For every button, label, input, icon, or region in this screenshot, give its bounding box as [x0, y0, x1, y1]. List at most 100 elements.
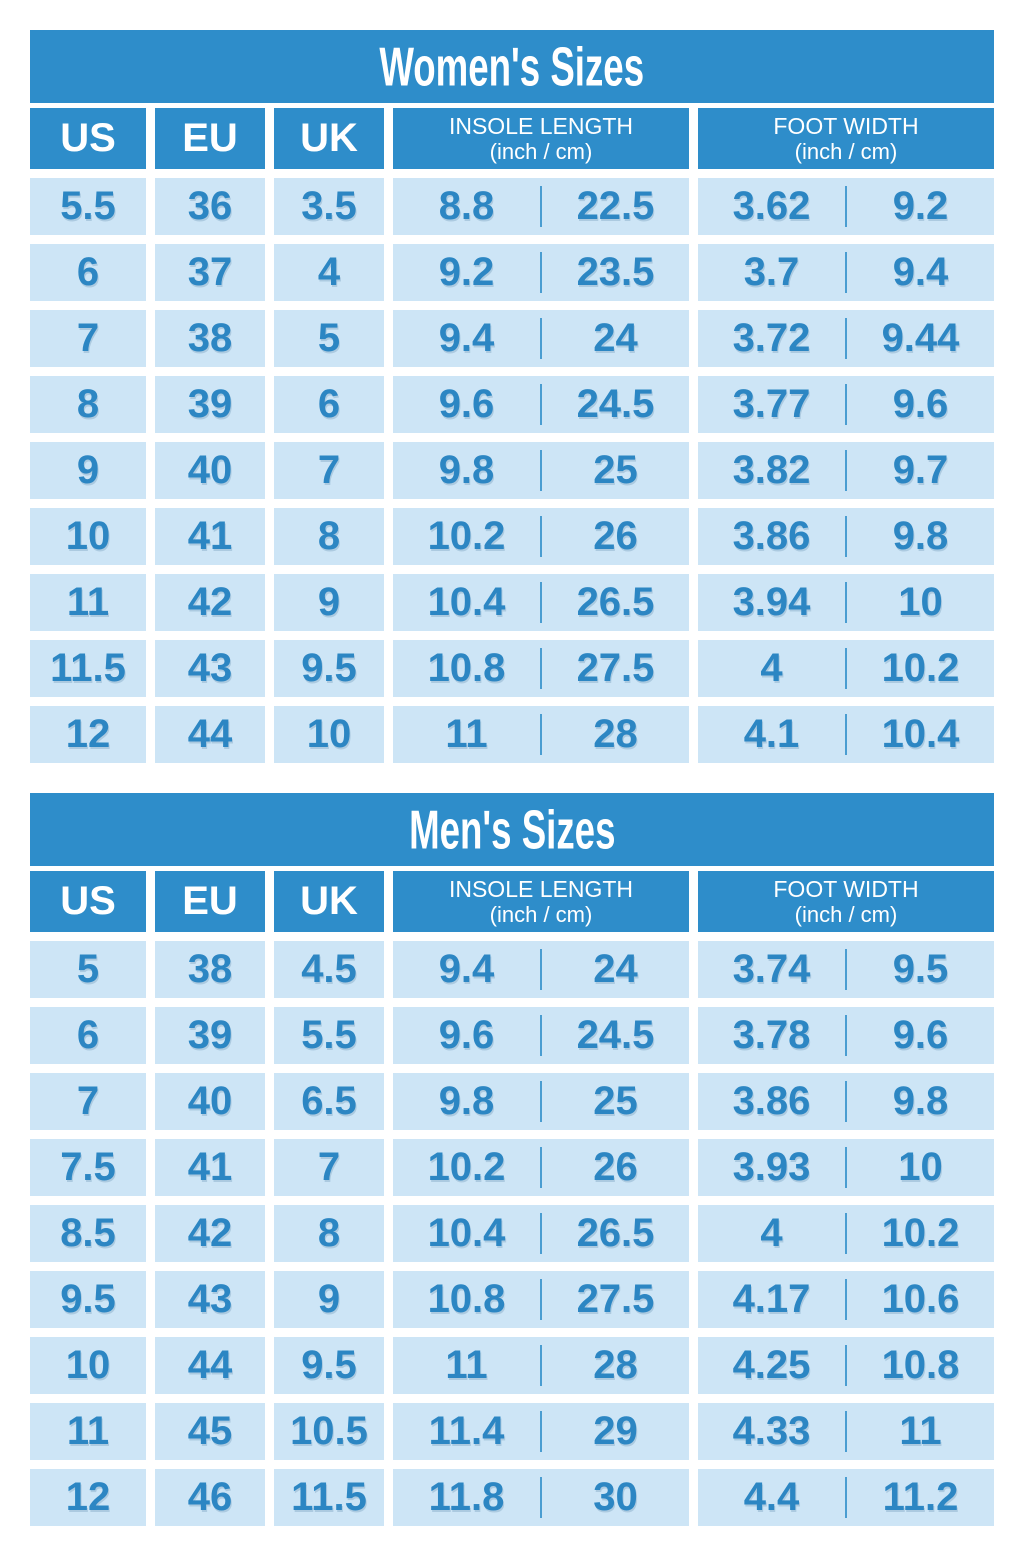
unit-divider-line	[540, 1476, 542, 1519]
foot-width-cm-value: 9.44	[881, 316, 960, 360]
insole-inch-value: 11	[445, 1343, 488, 1387]
unit-divider-line	[845, 317, 847, 360]
foot-width-inch-value: 4	[760, 646, 783, 690]
uk-size-value: 6.5	[301, 1079, 357, 1123]
foot-width-inch-value: 3.77	[732, 382, 811, 426]
insole-length-cell: 9.4 24	[393, 941, 689, 998]
eu-size-cell: 39	[155, 376, 265, 433]
uk-size-cell: 5	[274, 310, 384, 367]
insole-header-line1: INSOLE LENGTH	[448, 876, 634, 902]
eu-size-cell: 40	[155, 1073, 265, 1130]
insole-inch-value: 10.2	[427, 514, 506, 558]
unit-divider-line	[540, 1212, 542, 1255]
insole-length-cell: 9.2 23.5	[393, 244, 689, 301]
eu-size-value: 45	[187, 1409, 233, 1453]
table-row: 5 38 4.5 9.4 24 3.74 9.5	[30, 941, 994, 998]
insole-inch-value: 10.4	[427, 580, 506, 624]
uk-size-value: 8	[317, 1211, 341, 1255]
unit-divider-line	[540, 383, 542, 426]
insole-length-cell: 10.4 26.5	[393, 1205, 689, 1262]
womens-title-bar: Women's Sizes	[30, 30, 994, 103]
insole-length-cell: 10.2 26	[393, 1139, 689, 1196]
insole-length-cell: 10.4 26.5	[393, 574, 689, 631]
insole-cm-value: 27.5	[576, 1277, 655, 1321]
table-row: 8 39 6 9.6 24.5 3.77 9.6	[30, 376, 994, 433]
foot-width-cell: 3.72 9.44	[698, 310, 994, 367]
foot-width-inch-value: 3.86	[732, 1079, 811, 1123]
uk-size-value: 8	[317, 514, 341, 558]
eu-size-cell: 38	[155, 310, 265, 367]
foot-width-inch-value: 3.94	[732, 580, 811, 624]
us-size-cell: 11	[30, 574, 146, 631]
eu-size-cell: 38	[155, 941, 265, 998]
eu-size-value: 42	[187, 1211, 233, 1255]
unit-divider-line	[845, 1212, 847, 1255]
us-size-value: 11	[66, 580, 110, 624]
eu-size-value: 46	[187, 1475, 233, 1519]
unit-divider-line	[845, 713, 847, 756]
us-size-cell: 7.5	[30, 1139, 146, 1196]
unit-divider-line	[540, 185, 542, 228]
insole-inch-value: 9.2	[438, 250, 495, 294]
uk-size-value: 5.5	[301, 1013, 357, 1057]
foot-width-inch-value: 4.4	[743, 1475, 800, 1519]
uk-size-cell: 4	[274, 244, 384, 301]
us-size-cell: 6	[30, 1007, 146, 1064]
uk-size-cell: 11.5	[274, 1469, 384, 1526]
foot-width-cm-value: 9.5	[892, 947, 949, 991]
foot-width-inch-value: 3.93	[732, 1145, 811, 1189]
us-size-cell: 5	[30, 941, 146, 998]
insole-inch-value: 11	[445, 712, 488, 756]
insole-length-cell: 11.4 29	[393, 1403, 689, 1460]
foot-header-line2: (inch / cm)	[794, 902, 898, 927]
insole-length-cell: 9.4 24	[393, 310, 689, 367]
col-header-uk: UK	[274, 871, 384, 932]
eu-size-cell: 36	[155, 178, 265, 235]
foot-header-line1: FOOT WIDTH	[773, 876, 919, 902]
insole-inch-value: 9.8	[438, 1079, 495, 1123]
foot-width-cell: 3.7 9.4	[698, 244, 994, 301]
unit-divider-line	[845, 1410, 847, 1453]
unit-divider-line	[845, 449, 847, 492]
foot-width-cell: 3.74 9.5	[698, 941, 994, 998]
eu-size-value: 44	[187, 1343, 233, 1387]
unit-divider-line	[845, 1476, 847, 1519]
eu-size-cell: 43	[155, 640, 265, 697]
uk-size-cell: 3.5	[274, 178, 384, 235]
foot-width-cell: 4.17 10.6	[698, 1271, 994, 1328]
foot-width-cell: 3.82 9.7	[698, 442, 994, 499]
us-size-value: 8.5	[60, 1211, 116, 1255]
unit-divider-line	[845, 251, 847, 294]
foot-width-cm-value: 9.6	[892, 1013, 949, 1057]
insole-inch-value: 9.4	[438, 947, 495, 991]
uk-size-value: 9	[317, 1277, 341, 1321]
eu-size-cell: 41	[155, 508, 265, 565]
foot-width-cm-value: 9.7	[892, 448, 949, 492]
insole-length-cell: 10.2 26	[393, 508, 689, 565]
us-size-cell: 12	[30, 1469, 146, 1526]
uk-size-value: 6	[317, 382, 341, 426]
foot-width-cell: 3.86 9.8	[698, 508, 994, 565]
table-row: 11 42 9 10.4 26.5 3.94 10	[30, 574, 994, 631]
insole-cm-value: 25	[593, 448, 638, 492]
table-row: 8.5 42 8 10.4 26.5 4 10.2	[30, 1205, 994, 1262]
foot-width-cm-value: 9.8	[892, 514, 949, 558]
insole-cm-value: 24.5	[576, 1013, 655, 1057]
eu-size-cell: 39	[155, 1007, 265, 1064]
col-header-us-label: US	[60, 879, 116, 923]
insole-length-cell: 9.6 24.5	[393, 376, 689, 433]
eu-size-cell: 40	[155, 442, 265, 499]
insole-cm-value: 25	[593, 1079, 638, 1123]
table-row: 9 40 7 9.8 25 3.82 9.7	[30, 442, 994, 499]
foot-width-cm-value: 10	[898, 580, 943, 624]
eu-size-value: 43	[187, 646, 233, 690]
insole-length-cell: 10.8 27.5	[393, 640, 689, 697]
col-header-us: US	[30, 871, 146, 932]
us-size-value: 12	[65, 712, 111, 756]
unit-divider-line	[540, 1410, 542, 1453]
col-header-uk-label: UK	[300, 879, 358, 923]
insole-cm-value: 26	[593, 1145, 638, 1189]
unit-divider-line	[540, 1080, 542, 1123]
insole-inch-value: 10.8	[427, 1277, 506, 1321]
foot-width-inch-value: 4.25	[732, 1343, 811, 1387]
